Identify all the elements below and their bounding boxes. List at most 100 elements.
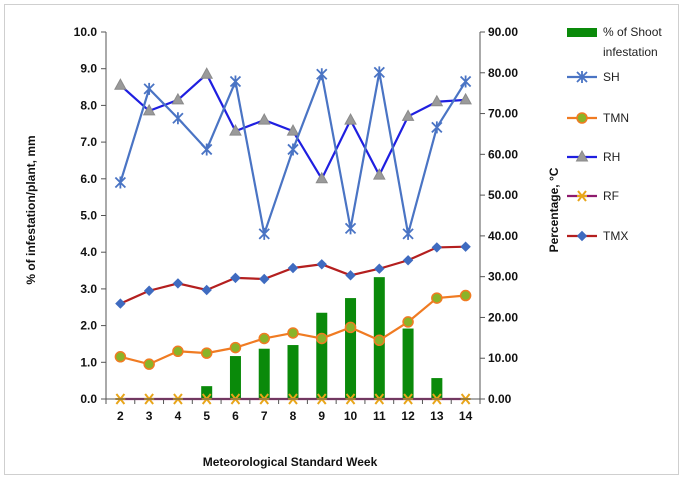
data-point bbox=[344, 222, 357, 235]
legend: % of Shoot infestation SH TMN RH RF TMX bbox=[567, 25, 662, 243]
data-point bbox=[230, 272, 241, 284]
data-point bbox=[401, 109, 415, 121]
data-point bbox=[142, 103, 156, 116]
data-point bbox=[143, 82, 155, 95]
data-point bbox=[402, 227, 414, 240]
y-right-tick-label: 10.00 bbox=[488, 351, 518, 365]
y-left-tick-label: 2.0 bbox=[80, 319, 97, 333]
y-right-tick-label: 20.00 bbox=[488, 310, 518, 324]
data-point bbox=[431, 242, 443, 253]
x-tick-label: 11 bbox=[373, 409, 386, 423]
y-right-tick-label: 50.00 bbox=[488, 188, 518, 202]
data-point bbox=[576, 112, 588, 124]
data-point bbox=[257, 113, 271, 125]
y-right-tick-label: 0.00 bbox=[488, 392, 512, 406]
y-left-tick-label: 9.0 bbox=[80, 62, 97, 76]
legend-label-sh: SH bbox=[603, 70, 620, 84]
data-point bbox=[287, 262, 299, 274]
legend-label-tmn: TMN bbox=[603, 111, 629, 125]
bar bbox=[316, 312, 328, 399]
y-left-tick-label: 10.0 bbox=[74, 25, 98, 39]
x-tick-label: 6 bbox=[232, 409, 239, 423]
data-point bbox=[229, 75, 242, 88]
legend-label-shoot-infestation: % of Shoot infestation bbox=[603, 25, 662, 59]
data-point bbox=[316, 332, 328, 345]
x-tick-label: 9 bbox=[318, 409, 325, 423]
data-point bbox=[372, 168, 386, 180]
data-point bbox=[200, 67, 214, 79]
legend-label-rf: RF bbox=[603, 189, 619, 203]
y-left-tick-label: 7.0 bbox=[80, 135, 97, 149]
bar bbox=[431, 378, 443, 399]
data-point bbox=[229, 341, 242, 354]
y-right-tick-label: 30.00 bbox=[488, 270, 518, 284]
data-point bbox=[201, 284, 212, 296]
bar bbox=[201, 386, 213, 399]
y-right-tick-label: 80.00 bbox=[488, 66, 518, 80]
y-left-tick-label: 1.0 bbox=[80, 355, 97, 369]
legend-swatch-shoot-infestation bbox=[567, 28, 597, 37]
x-tick-label: 7 bbox=[261, 409, 268, 423]
bar bbox=[229, 356, 241, 399]
y-axis-right-title: Percentage, °C bbox=[547, 167, 561, 252]
x-tick-label: 10 bbox=[344, 409, 358, 423]
y-left-tick-label: 3.0 bbox=[80, 282, 97, 296]
data-point bbox=[373, 66, 385, 79]
data-point bbox=[114, 176, 127, 189]
data-point bbox=[258, 332, 270, 345]
legend-label-rh: RH bbox=[603, 150, 620, 164]
data-point bbox=[402, 316, 414, 328]
axes-layer: 0.0 1.0 2.0 3.0 4.0 5.0 6.0 7.0 8.0 9.0 10.0 0.00 10… bbox=[74, 25, 519, 423]
data-point bbox=[577, 190, 587, 202]
data-point bbox=[344, 113, 357, 125]
chart-frame: 0.0 1.0 2.0 3.0 4.0 5.0 6.0 7.0 8.0 9.0 10.0 0.00 10… bbox=[4, 4, 679, 475]
data-point bbox=[172, 112, 184, 125]
y-right-tick-label: 60.00 bbox=[488, 147, 518, 161]
data-point bbox=[172, 278, 184, 289]
bar bbox=[345, 298, 357, 399]
data-point bbox=[431, 121, 443, 134]
data-point bbox=[114, 78, 127, 90]
bar bbox=[402, 328, 414, 399]
y-right-tick-label: 70.00 bbox=[488, 107, 518, 121]
y-left-tick-label: 5.0 bbox=[80, 209, 97, 223]
data-point bbox=[143, 358, 155, 370]
data-point bbox=[143, 285, 155, 296]
x-tick-label: 2 bbox=[117, 409, 124, 423]
bar bbox=[258, 348, 270, 399]
data-point bbox=[287, 143, 299, 156]
data-point bbox=[200, 347, 213, 359]
data-point bbox=[431, 292, 443, 304]
data-point bbox=[459, 289, 472, 302]
x-axis-title: Meteorological Standard Week bbox=[203, 455, 378, 469]
x-tick-label: 4 bbox=[175, 409, 182, 423]
y-right-tick-label: 40.00 bbox=[488, 229, 518, 243]
data-point bbox=[287, 327, 299, 339]
data-point bbox=[114, 351, 127, 363]
data-point bbox=[345, 270, 356, 281]
x-tick-label: 13 bbox=[430, 409, 444, 423]
data-point bbox=[316, 68, 328, 81]
data-point bbox=[286, 124, 300, 136]
data-point bbox=[402, 255, 414, 266]
data-point bbox=[316, 259, 327, 270]
x-tick-label: 3 bbox=[146, 409, 153, 423]
x-tick-label: 5 bbox=[203, 409, 210, 423]
data-point bbox=[459, 92, 472, 105]
y-left-tick-label: 6.0 bbox=[80, 172, 97, 186]
data-point bbox=[373, 334, 386, 347]
data-point bbox=[171, 92, 185, 105]
y-left-tick-label: 4.0 bbox=[80, 245, 97, 259]
data-point bbox=[315, 171, 329, 184]
data-point bbox=[201, 143, 213, 156]
data-point bbox=[259, 273, 270, 285]
data-point bbox=[258, 227, 270, 240]
x-tick-label: 14 bbox=[459, 409, 473, 423]
x-tick-label: 12 bbox=[401, 409, 415, 423]
x-tick-label: 8 bbox=[290, 409, 297, 423]
data-point bbox=[344, 321, 357, 334]
data-point bbox=[576, 71, 588, 83]
data-point bbox=[374, 263, 385, 274]
series-line bbox=[119, 245, 466, 305]
data-point bbox=[172, 345, 184, 358]
